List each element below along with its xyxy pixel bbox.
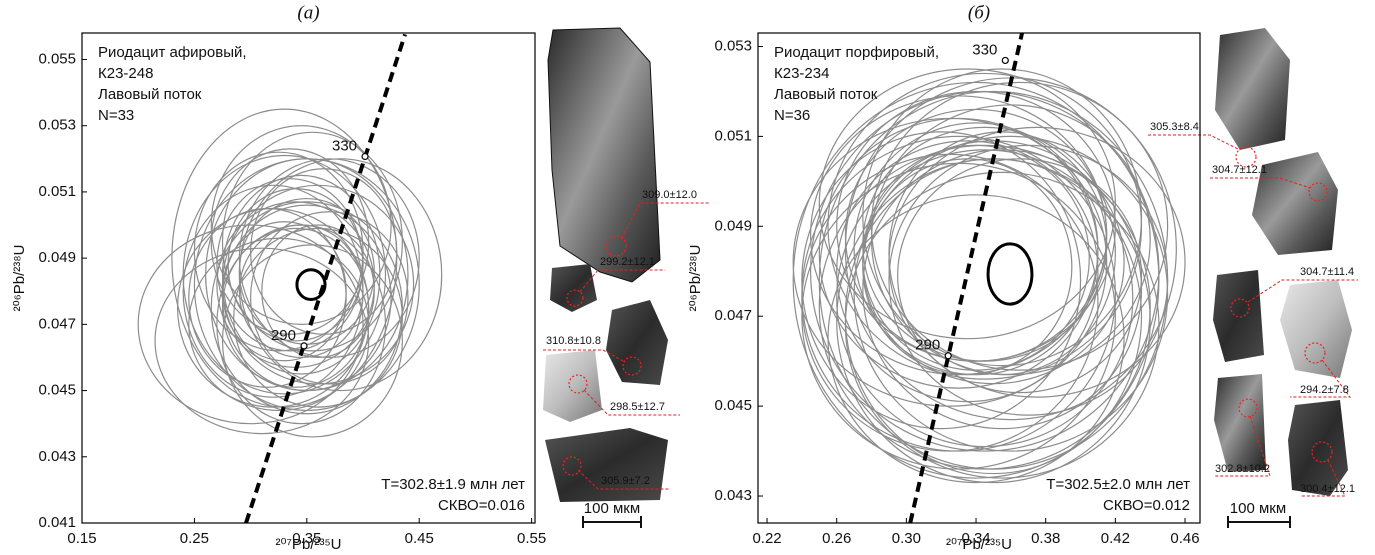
scale-label: 100 мкм bbox=[1230, 500, 1286, 517]
spot-label: 304.7±12.1 bbox=[1212, 164, 1267, 176]
grain bbox=[548, 28, 660, 282]
spot-label: 304.7±11.4 bbox=[1300, 266, 1354, 278]
age-marker bbox=[945, 353, 951, 359]
sample-info: Риодацит афировый, bbox=[98, 44, 247, 61]
age-label: 330 bbox=[332, 137, 357, 154]
x-tick-label: 0.45 bbox=[405, 530, 434, 547]
y-tick-label: 0.047 bbox=[714, 307, 752, 324]
spot-label: 310.8±10.8 bbox=[546, 335, 601, 347]
x-tick-label: 0.42 bbox=[1101, 530, 1130, 547]
age-label: 330 bbox=[972, 41, 997, 58]
leader bbox=[1148, 135, 1240, 150]
y-tick-label: 0.053 bbox=[714, 37, 752, 54]
y-tick-label: 0.051 bbox=[38, 183, 76, 200]
figure: 309.0±12.0 299.2±12.1 310.8±10.8 298.5±1… bbox=[0, 0, 1375, 555]
spot-label: 302.8±10.2 bbox=[1215, 463, 1270, 475]
sample-info: К23-234 bbox=[774, 65, 829, 82]
error-ellipse bbox=[898, 159, 1142, 393]
chart-title: (а) bbox=[297, 2, 319, 23]
age-marker bbox=[362, 153, 368, 159]
sample-info: К23-248 bbox=[98, 65, 153, 82]
y-tick-label: 0.049 bbox=[714, 217, 752, 234]
scale-bar bbox=[1228, 516, 1290, 528]
sample-info: Риодацит порфировый, bbox=[774, 44, 939, 61]
grain bbox=[1280, 280, 1352, 378]
page: body { margin: 0; background: #fff; font… bbox=[0, 0, 1375, 555]
spot-label: 300.4±12.1 bbox=[1300, 483, 1355, 495]
result-text: T=302.8±1.9 млн лет bbox=[381, 476, 525, 493]
plot-frame bbox=[82, 33, 535, 523]
scale-label: 100 мкм bbox=[584, 500, 640, 517]
spot-label: 309.0±12.0 bbox=[642, 189, 697, 201]
x-tick-label: 0.22 bbox=[752, 530, 781, 547]
x-tick-label: 0.55 bbox=[517, 530, 546, 547]
grains-a: 309.0±12.0 299.2±12.1 310.8±10.8 298.5±1… bbox=[543, 28, 710, 528]
y-tick-label: 0.047 bbox=[38, 315, 76, 332]
age-label: 290 bbox=[271, 327, 296, 344]
x-tick-label: 0.15 bbox=[67, 530, 96, 547]
x-tick-label: 0.46 bbox=[1170, 530, 1199, 547]
sample-info: N=36 bbox=[774, 107, 810, 124]
y-tick-label: 0.045 bbox=[714, 397, 752, 414]
y-tick-label: 0.043 bbox=[38, 448, 76, 465]
mean-ellipse bbox=[988, 244, 1032, 304]
plot-area bbox=[793, 32, 1185, 523]
grain bbox=[1213, 270, 1264, 362]
grain bbox=[606, 300, 668, 385]
mean-ellipse bbox=[297, 270, 325, 300]
body: {"chart_data": [ {"type": "concordia", "… bbox=[0, 0, 1375, 555]
age-marker bbox=[301, 343, 307, 349]
x-tick-label: 0.30 bbox=[892, 530, 921, 547]
grains-b: 305.3±8.4 304.7±12.1 304.7±11.4 294.2±7.… bbox=[1148, 28, 1358, 528]
y-tick-label: 0.041 bbox=[38, 514, 76, 531]
error-ellipse bbox=[223, 245, 403, 437]
age-label: 290 bbox=[915, 337, 940, 354]
y-axis-label: ²⁰⁶Pb/²³⁸U bbox=[687, 245, 704, 312]
y-tick-label: 0.043 bbox=[714, 487, 752, 504]
error-ellipse bbox=[889, 145, 1168, 415]
spot-label: 298.5±12.7 bbox=[610, 401, 665, 413]
x-tick-label: 0.38 bbox=[1031, 530, 1060, 547]
spot-label: 294.2±7.8 bbox=[1300, 384, 1349, 396]
error-ellipse bbox=[239, 225, 363, 357]
chart-title: (б) bbox=[968, 2, 990, 23]
spot-label: 299.2±12.1 bbox=[600, 256, 655, 268]
grain bbox=[1288, 400, 1348, 496]
y-tick-label: 0.053 bbox=[38, 117, 76, 134]
y-tick-label: 0.045 bbox=[38, 382, 76, 399]
sample-info: N=33 bbox=[98, 107, 134, 124]
result-text: T=302.5±2.0 млн лет bbox=[1046, 476, 1190, 493]
x-tick-label: 0.26 bbox=[822, 530, 851, 547]
x-tick-label: 0.25 bbox=[180, 530, 209, 547]
grain bbox=[550, 264, 597, 312]
x-axis-label: ²⁰⁷Pb/²³⁵U bbox=[946, 536, 1012, 553]
spot-label: 305.9±7.2 bbox=[601, 475, 650, 487]
y-axis-label: ²⁰⁶Pb/²³⁸U bbox=[11, 245, 28, 312]
y-tick-label: 0.049 bbox=[38, 249, 76, 266]
sample-info: Лавовый поток bbox=[774, 86, 878, 103]
y-tick-label: 0.051 bbox=[714, 127, 752, 144]
spot-label: 305.3±8.4 bbox=[1150, 121, 1199, 133]
scale-bar bbox=[583, 516, 641, 528]
grain bbox=[1215, 28, 1290, 150]
error-ellipse bbox=[183, 185, 363, 397]
plot-area bbox=[138, 34, 441, 523]
y-tick-label: 0.055 bbox=[38, 50, 76, 67]
grain bbox=[1214, 374, 1266, 472]
sample-info: Лавовый поток bbox=[98, 86, 202, 103]
age-marker bbox=[1002, 57, 1008, 63]
x-axis-label: ²⁰⁷Pb/²³⁵U bbox=[276, 536, 342, 553]
grain bbox=[543, 350, 602, 422]
result-text: СКВО=0.012 bbox=[1103, 497, 1190, 514]
result-text: СКВО=0.016 bbox=[438, 497, 525, 514]
